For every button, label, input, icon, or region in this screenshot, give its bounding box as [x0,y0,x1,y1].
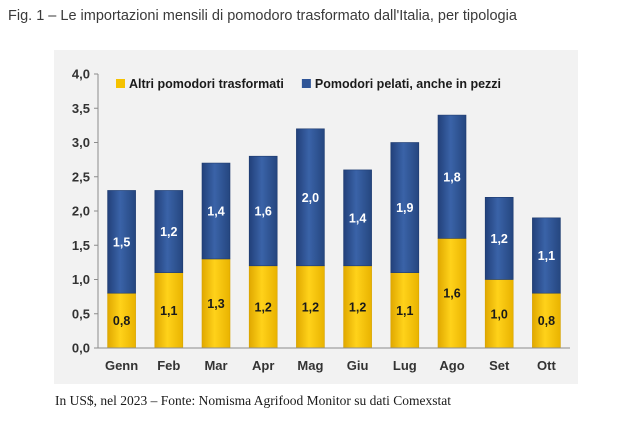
bar-altri-apr [248,265,278,349]
x-tick-label: Genn [105,358,138,373]
data-label: 1,0 [491,307,508,321]
bar-pelati-apr [248,155,278,267]
data-label: 1,6 [255,205,272,219]
data-label: 1,3 [207,297,224,311]
y-tick-label: 3,5 [72,101,90,116]
bar-pelati-ago [437,114,467,239]
x-tick-label: Mag [297,358,323,373]
data-label: 1,1 [160,304,177,318]
bar-altri-giu [343,265,372,349]
data-label: 1,1 [396,304,413,318]
y-tick-label: 2,0 [72,204,90,219]
data-label: 2,0 [302,191,319,205]
data-label: 1,1 [538,249,555,263]
x-tick-label: Set [489,358,510,373]
y-tick-label: 1,5 [72,238,90,253]
y-tick-label: 0,5 [72,306,90,321]
y-tick-label: 3,0 [72,135,90,150]
x-tick-label: Mar [204,358,227,373]
data-label: 1,8 [443,170,460,184]
bar-pelati-mag [296,128,325,267]
bar-pelati-mar [201,162,231,260]
data-label: 0,8 [538,314,555,328]
data-label: 1,9 [396,201,413,215]
data-label: 0,8 [113,314,130,328]
bar-altri-mag [296,265,325,349]
bar-altri-lug [390,272,420,349]
x-tick-label: Lug [393,358,417,373]
data-label: 1,5 [113,235,130,249]
y-axis: 0,0 0,5 1,0 1,5 2,0 2,5 3,0 3,5 4,0 [72,67,99,356]
legend-label: Altri pomodori trasformati [129,77,284,91]
data-label: 1,2 [255,300,272,314]
bar-pelati-ott [532,217,561,294]
bar-pelati-genn [107,190,136,294]
bar-pelati-lug [390,142,420,273]
data-label: 1,4 [207,205,224,219]
bar-pelati-set [484,197,514,280]
bar-pelati-giu [343,169,372,267]
figure-title: Fig. 1 – Le importazioni mensili di pomo… [8,8,517,24]
legend: Altri pomodori trasformati Pomodori pelat… [116,77,501,91]
legend-swatch [116,79,125,88]
bar-altri-mar [201,258,231,349]
x-tick-label: Giu [347,358,369,373]
x-axis: Genn Feb Mar Apr Mag Giu Lug Ago Set Ott [98,347,570,373]
data-label: 1,2 [302,300,319,314]
legend-swatch [301,79,311,88]
y-tick-label: 4,0 [72,67,90,82]
x-tick-label: Feb [157,358,180,373]
data-label: 1,6 [443,287,460,301]
data-label: 1,4 [349,211,366,225]
bars-group: 0,8 1,5 1,1 1,2 1,3 1,4 1,2 1,6 1,2 2,0 1,2 1,4 1,1 1… [107,114,561,349]
y-tick-label: 1,0 [72,272,90,287]
data-label: 1,2 [349,300,366,314]
x-tick-label: Apr [252,358,274,373]
chart-area: 0,0 0,5 1,0 1,5 2,0 2,5 3,0 3,5 4,0 0,8 1,5 1,1 1,2… [54,50,578,384]
y-tick-label: 0,0 [72,341,90,356]
stacked-bar-chart: 0,0 0,5 1,0 1,5 2,0 2,5 3,0 3,5 4,0 0,8 1,5 1,1 1,2… [72,67,570,373]
source-note: In US$, nel 2023 – Fonte: Nomisma Agrifo… [55,393,451,408]
y-tick-label: 2,5 [72,169,90,184]
x-tick-label: Ago [439,358,464,373]
x-tick-label: Ott [537,358,556,373]
legend-label: Pomodori pelati, anche in pezzi [315,77,501,91]
bar-pelati-feb [154,190,184,273]
data-label: 1,2 [491,232,508,246]
data-label: 1,2 [160,225,177,239]
